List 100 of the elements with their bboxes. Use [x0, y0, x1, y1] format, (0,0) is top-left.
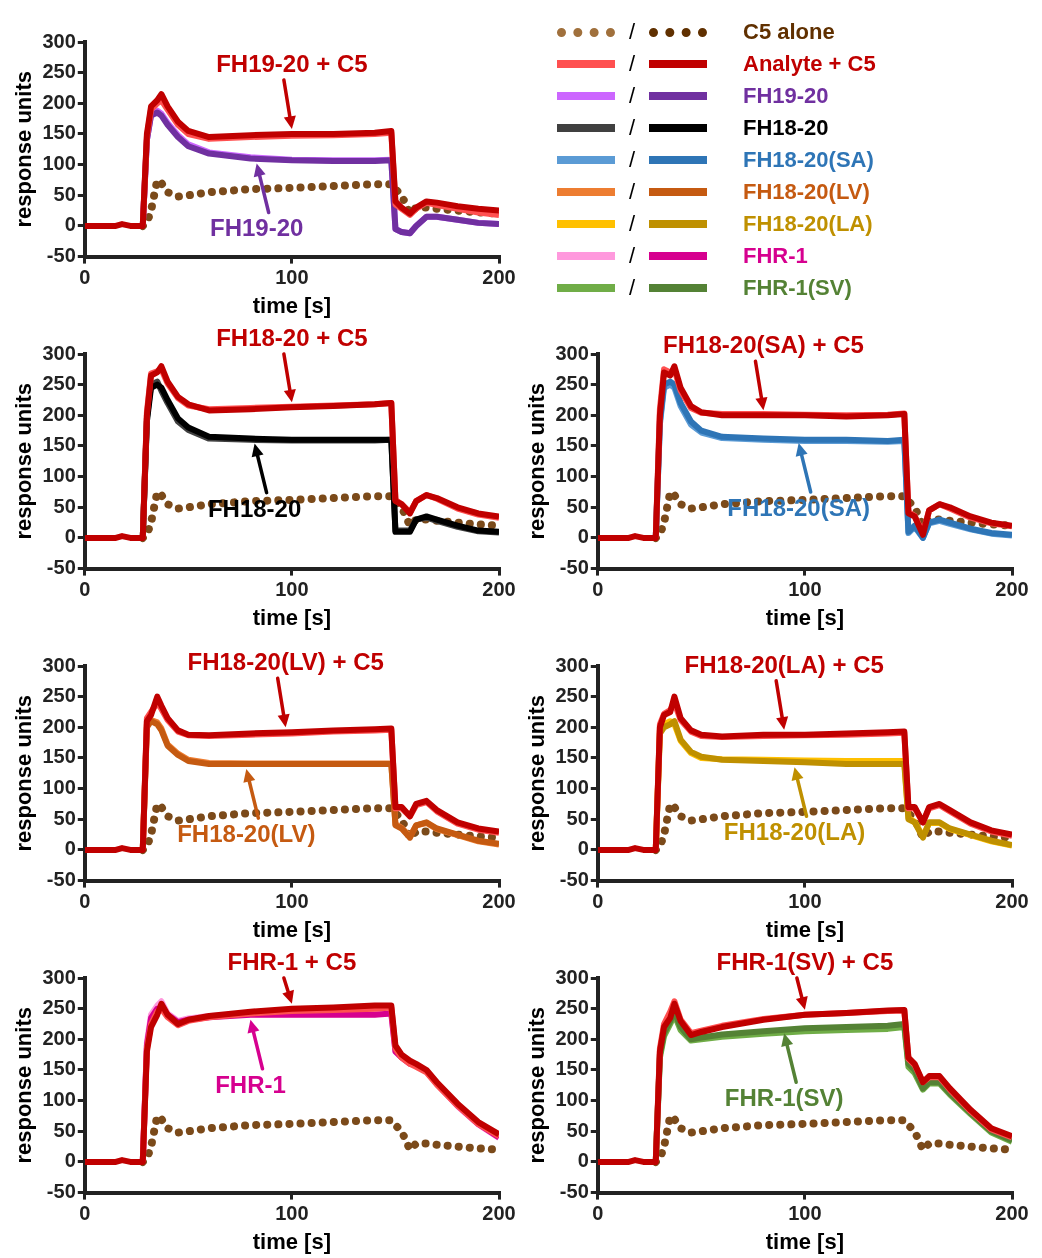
y-tick-label: 0: [64, 837, 76, 860]
y-tick-label: 0: [577, 525, 589, 548]
annotation: FH18-20(SA): [727, 494, 871, 521]
y-tick-label: 50: [566, 1118, 589, 1141]
y-tick-label: 50: [566, 494, 589, 517]
text: /: [627, 275, 637, 301]
text: /: [627, 51, 637, 77]
y-tick-label: 0: [577, 837, 589, 860]
y-tick-label: -50: [46, 868, 76, 891]
y-tick-label: 0: [64, 213, 76, 236]
y-axis-title: response units: [11, 695, 37, 852]
y-tick-label: 300: [42, 653, 76, 676]
y-tick-label: 200: [42, 402, 76, 425]
y-tick-label: 100: [555, 464, 589, 487]
y-tick-label: 0: [64, 525, 76, 548]
annotation: FH18-20(LV) + C5: [187, 648, 384, 676]
y-tick-label: 200: [555, 714, 589, 737]
y-tick-label: 300: [42, 341, 76, 364]
x-tick-label: 200: [482, 1202, 516, 1225]
x-tick-label: 100: [275, 266, 309, 289]
annotation: FHR-1(SV): [724, 1084, 844, 1112]
annotation: FH18-20(SA) + C5: [663, 331, 864, 359]
x-tick-label: 200: [482, 578, 516, 601]
x-axis-title: time [s]: [252, 1228, 332, 1254]
y-tick-label: 200: [555, 1026, 589, 1049]
y-tick-label: 300: [42, 965, 76, 988]
category-label: FH19-20: [743, 83, 829, 109]
y-tick-label: 200: [42, 1026, 76, 1049]
x-axis-title: time [s]: [252, 604, 332, 630]
y-tick-label: 50: [53, 806, 76, 829]
y-tick-label: 100: [42, 464, 76, 487]
x-tick-label: 100: [275, 890, 309, 913]
y-tick-label: 50: [53, 182, 76, 205]
y-tick-label: 150: [555, 745, 589, 768]
category-label: C5 alone: [743, 19, 835, 45]
y-tick-label: -50: [46, 244, 76, 267]
annotation: FH18-20: [207, 494, 302, 522]
x-tick-label: 0: [79, 890, 91, 913]
y-tick-label: 50: [53, 1118, 76, 1141]
x-tick-label: 0: [79, 578, 91, 601]
y-tick-label: 100: [42, 776, 76, 799]
category-label: FHR-1(SV): [743, 275, 852, 301]
x-tick-label: 200: [995, 890, 1029, 913]
y-tick-label: 150: [42, 745, 76, 768]
category-label: FH18-20(SA): [743, 147, 874, 173]
y-tick-label: 150: [555, 433, 589, 456]
y-tick-label: 100: [555, 776, 589, 799]
y-tick-label: 150: [42, 433, 76, 456]
annotation: FHR-1 + C5: [227, 948, 357, 975]
x-axis-title: time [s]: [765, 604, 845, 630]
y-tick-label: 0: [64, 1149, 76, 1172]
y-tick-label: -50: [559, 1180, 589, 1203]
y-tick-label: 250: [42, 372, 76, 395]
y-tick-label: 300: [42, 29, 76, 52]
y-axis-title: response units: [11, 71, 37, 228]
text: /: [627, 83, 637, 109]
y-axis-title: response units: [524, 383, 550, 540]
y-tick-label: 250: [555, 684, 589, 707]
y-tick-label: 100: [42, 1088, 76, 1111]
y-axis-title: response units: [524, 695, 550, 852]
y-axis-title: response units: [11, 1007, 37, 1164]
annotation: FHR-1(SV) + C5: [716, 948, 894, 975]
y-tick-label: 300: [555, 965, 589, 988]
category-label: FH18-20: [743, 115, 829, 141]
x-tick-label: 0: [79, 266, 91, 289]
category-label: FH18-20(LV): [743, 179, 870, 205]
x-axis-title: time [s]: [252, 916, 332, 942]
x-tick-label: 0: [592, 890, 604, 913]
y-tick-label: 250: [555, 372, 589, 395]
y-tick-label: 50: [566, 806, 589, 829]
annotation: FH18-20 + C5: [216, 324, 368, 351]
y-tick-label: 200: [555, 402, 589, 425]
y-tick-label: 200: [42, 714, 76, 737]
text: /: [627, 19, 637, 45]
y-tick-label: 150: [42, 1057, 76, 1080]
text: /: [627, 179, 637, 205]
y-tick-label: 150: [555, 1057, 589, 1080]
y-tick-label: -50: [46, 1180, 76, 1203]
category-label: Analyte + C5: [743, 51, 876, 77]
x-tick-label: 100: [275, 578, 309, 601]
category-label: FH18-20(LA): [743, 211, 873, 237]
x-axis-title: time [s]: [765, 1228, 845, 1254]
y-tick-label: 250: [42, 684, 76, 707]
y-axis-title: response units: [524, 1007, 550, 1164]
x-tick-label: 100: [788, 1202, 822, 1225]
y-tick-label: -50: [46, 556, 76, 579]
text: /: [627, 243, 637, 269]
annotation: FH18-20(LA): [723, 818, 866, 846]
annotation: FH18-20(LA) + C5: [684, 650, 884, 678]
x-tick-label: 200: [995, 578, 1029, 601]
y-axis-title: response units: [11, 383, 37, 540]
text: /: [627, 147, 637, 173]
x-tick-label: 100: [788, 890, 822, 913]
y-tick-label: 50: [53, 494, 76, 517]
x-tick-label: 0: [79, 1202, 91, 1225]
x-tick-label: 100: [788, 578, 822, 601]
x-axis-title: time [s]: [252, 292, 332, 318]
y-tick-label: -50: [559, 556, 589, 579]
y-tick-label: 200: [42, 90, 76, 113]
y-tick-label: 0: [577, 1149, 589, 1172]
